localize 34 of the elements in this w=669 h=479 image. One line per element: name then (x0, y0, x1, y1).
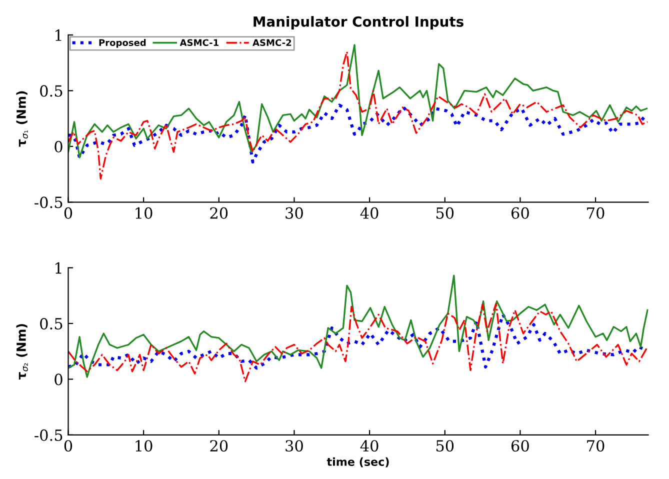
legend-label: Proposed (99, 39, 146, 48)
y-tick-label: 0 (54, 374, 62, 386)
x-tick-label: 0 (64, 440, 72, 452)
y-tick-label: -0.5 (34, 429, 62, 441)
legend-label: ASMC-1 (180, 39, 218, 46)
x-tick-label: 70 (587, 207, 604, 219)
y-tick-label: 1 (56, 262, 62, 274)
x-tick-label: 20 (210, 440, 228, 452)
y-axis-title: τ$_{σ₁}$ (Nm) (16, 91, 28, 147)
x-tick-label: 60 (512, 207, 529, 219)
x-tick-label: 10 (136, 440, 152, 452)
y-axis-title: τ$_{σ₂}$ (Nm) (16, 324, 28, 380)
x-tick-label: 40 (360, 207, 378, 219)
x-axis-title: time (sec) (326, 457, 389, 468)
x-tick-label: 0 (64, 207, 72, 219)
x-tick-label: 60 (512, 440, 529, 452)
x-tick-label: 40 (360, 440, 378, 452)
y-tick-label: -0.5 (34, 196, 62, 208)
line-series (68, 50, 648, 180)
line-series (68, 302, 648, 382)
x-tick-label: 30 (286, 440, 303, 452)
y-tick-label: 0 (54, 140, 62, 152)
y-tick-label: 0.5 (40, 318, 62, 330)
y-tick-label: 0.5 (40, 85, 62, 97)
legend-label: ASMC-2 (252, 39, 292, 46)
x-tick-label: 30 (286, 207, 303, 219)
x-tick-label: 50 (436, 440, 454, 452)
line-series (68, 274, 648, 378)
x-tick-label: 10 (136, 207, 152, 219)
x-tick-label: 50 (436, 207, 454, 219)
x-tick-label: 20 (210, 207, 228, 219)
chart-title: Manipulator Control Inputs (254, 16, 464, 30)
y-tick-label: 1 (56, 29, 62, 41)
x-tick-label: 70 (587, 440, 604, 452)
